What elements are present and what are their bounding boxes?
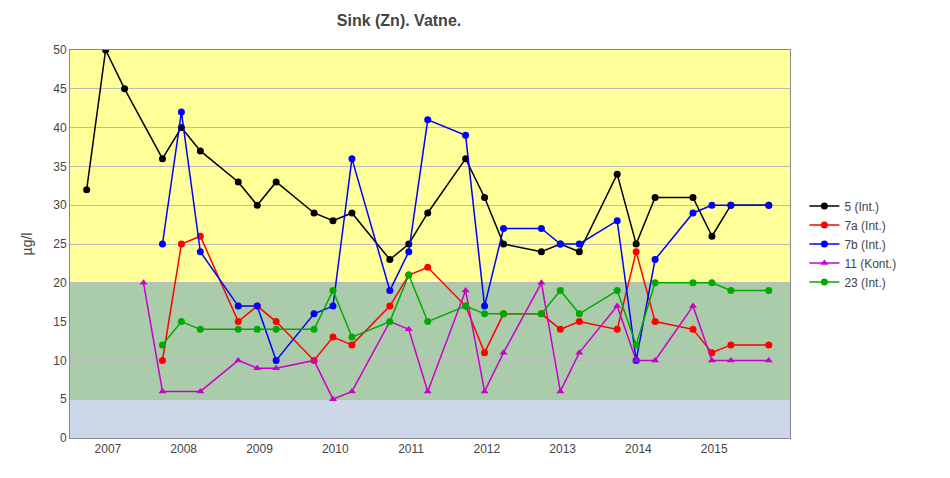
svg-text:2013: 2013	[549, 442, 576, 456]
svg-text:20: 20	[53, 276, 67, 290]
svg-text:25: 25	[53, 237, 67, 251]
svg-text:50: 50	[53, 43, 67, 57]
svg-text:15: 15	[53, 315, 67, 329]
svg-text:7b (Int.): 7b (Int.)	[844, 238, 885, 252]
svg-text:2008: 2008	[170, 442, 197, 456]
svg-text:23 (Int.): 23 (Int.)	[844, 276, 885, 290]
svg-text:2007: 2007	[95, 442, 122, 456]
svg-text:Sink (Zn). Vatne.: Sink (Zn). Vatne.	[337, 12, 461, 29]
svg-text:45: 45	[53, 82, 67, 96]
svg-text:µg/l: µg/l	[19, 233, 35, 256]
svg-text:2014: 2014	[625, 442, 652, 456]
svg-text:2009: 2009	[246, 442, 273, 456]
svg-text:2012: 2012	[473, 442, 500, 456]
svg-text:5 (Int.): 5 (Int.)	[844, 200, 879, 214]
svg-text:10: 10	[53, 354, 67, 368]
svg-text:2010: 2010	[322, 442, 349, 456]
svg-text:40: 40	[53, 121, 67, 135]
svg-text:5: 5	[60, 392, 67, 406]
svg-text:2011: 2011	[398, 442, 424, 456]
svg-text:11 (Kont.): 11 (Kont.)	[844, 257, 896, 271]
svg-text:0: 0	[60, 431, 67, 445]
svg-text:2015: 2015	[701, 442, 728, 456]
svg-text:30: 30	[53, 198, 67, 212]
svg-text:7a (Int.): 7a (Int.)	[844, 219, 885, 233]
svg-text:35: 35	[53, 160, 67, 174]
